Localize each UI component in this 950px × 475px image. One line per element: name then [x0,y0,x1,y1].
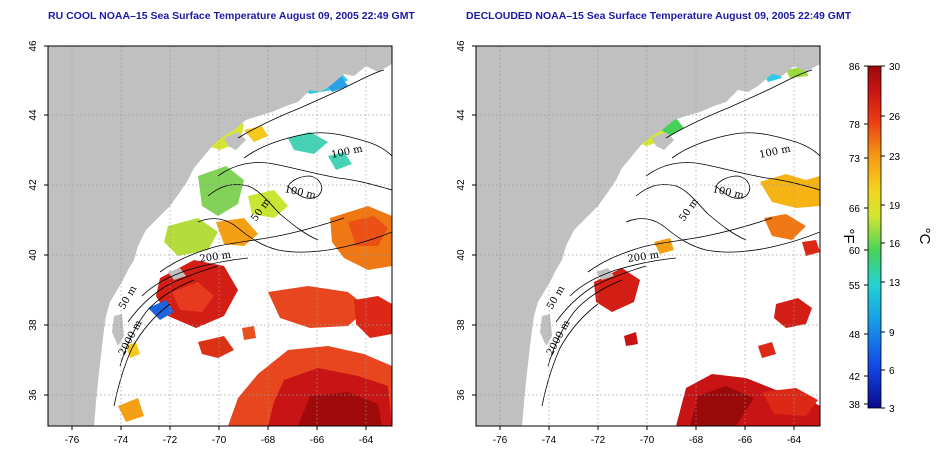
celsius-tick: 9 [889,328,895,339]
lon-tick-label: -66 [310,435,325,446]
fahrenheit-tick: 55 [849,281,861,292]
lon-tick-label: -70 [212,435,227,446]
lat-tick-label: 38 [456,319,467,331]
fahrenheit-tick: 42 [849,372,861,383]
left-map-title: RU COOL NOAA–15 Sea Surface Temperature … [48,10,415,22]
lat-tick-label: 38 [28,319,39,331]
lon-tick-label: -74 [542,435,557,446]
lon-tick-label: -66 [738,435,753,446]
lon-tick-label: -64 [787,435,802,446]
fahrenheit-tick: 66 [849,204,861,215]
right-map-frame [475,45,821,427]
lon-tick-label: -64 [359,435,374,446]
colorbar-gradient [867,65,882,409]
celsius-tick: 13 [889,278,901,289]
left-map-frame [47,45,393,427]
lat-tick-label: 36 [456,389,467,401]
fahrenheit-tick: 78 [849,120,861,131]
fahrenheit-tick: 38 [849,400,861,411]
right-map-ticks [472,45,795,430]
left-map-ticks [44,45,367,430]
contour-label: 200 m [199,250,232,265]
lon-tick-label: -70 [640,435,655,446]
right-map-title: DECLOUDED NOAA–15 Sea Surface Temperatur… [466,10,852,22]
lon-tick-label: -72 [163,435,178,446]
colorbar: 86 78 73 66 60 55 48 42 38 30 26 23 19 1… [840,62,933,415]
lat-tick-label: 40 [456,249,467,261]
lon-tick-label: -74 [114,435,129,446]
lat-tick-label: 44 [456,109,467,121]
celsius-tick: 3 [889,404,895,415]
lat-tick-label: 36 [28,389,39,401]
celsius-tick: 23 [889,152,901,163]
lon-tick-label: -76 [65,435,80,446]
lon-tick-label: -68 [689,435,704,446]
celsius-tick: 19 [889,201,901,212]
lon-tick-label: -72 [591,435,606,446]
contour-label: 200 m [627,250,660,265]
fahrenheit-tick: 73 [849,154,861,165]
right-map: 100 m 100 m 50 m 200 m 50 m 2000 m -76 -… [456,40,821,446]
lat-tick-label: 46 [456,40,467,52]
lat-tick-label: 42 [456,179,467,191]
lon-tick-label: -76 [493,435,508,446]
fahrenheit-tick: 86 [849,62,861,73]
colorbar-ticks [864,65,885,409]
celsius-tick: 16 [889,239,901,250]
fahrenheit-tick: 48 [849,330,861,341]
lat-tick-label: 44 [28,109,39,121]
celsius-unit-label: °C [916,228,933,245]
lat-tick-label: 46 [28,40,39,52]
celsius-tick: 6 [889,366,895,377]
celsius-tick: 30 [889,62,901,73]
lat-tick-label: 40 [28,249,39,261]
fahrenheit-tick: 60 [849,246,861,257]
celsius-tick: 26 [889,112,901,123]
left-map: 100 m 100 m 50 m 200 m 50 m 2000 m -76 -… [28,40,393,446]
fahrenheit-unit-label: °F [840,228,857,243]
lon-tick-label: -68 [261,435,276,446]
lat-tick-label: 42 [28,179,39,191]
